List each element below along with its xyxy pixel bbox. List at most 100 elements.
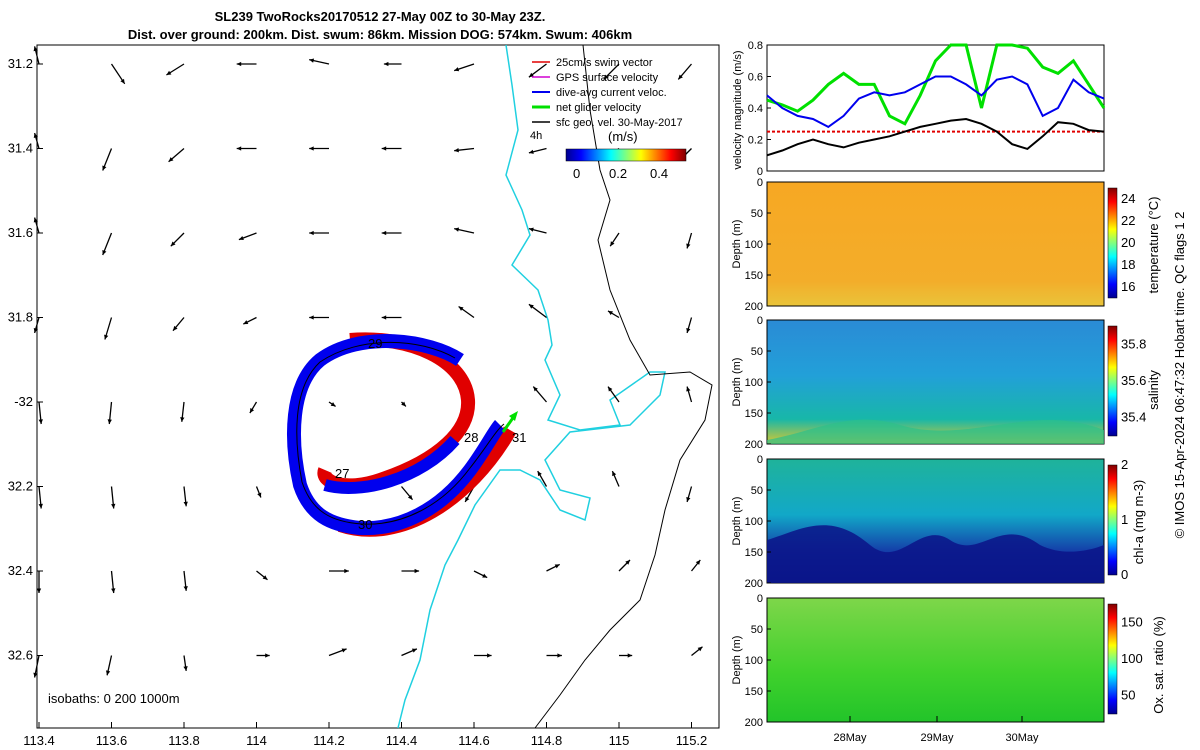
velocity-series: [766, 43, 1106, 157]
depth-tick: 100: [745, 655, 763, 667]
geo-arrow: [309, 58, 330, 65]
geo-arrow: [256, 653, 270, 658]
geo-arrow: [183, 655, 188, 671]
colorbar-tick: 16: [1121, 279, 1135, 294]
day-label-28: 28: [464, 430, 478, 445]
day-label-30: 30: [358, 517, 372, 532]
legend-net-velocity: net glider velocity: [532, 102, 641, 114]
geo-arrow: [170, 232, 185, 247]
legend-sfc-geo: sfc geo. vel. 30-May-2017: [532, 117, 683, 129]
depth-tick: 50: [751, 624, 763, 636]
geo-arrow: [677, 63, 692, 80]
geo-arrow: [528, 63, 547, 78]
velocity-line: [766, 43, 1106, 126]
map-x-tick: 115.2: [676, 733, 708, 748]
map-x-tick: 114.4: [386, 733, 418, 748]
map-x-tick: 114.2: [313, 733, 345, 748]
geo-arrow: [686, 317, 693, 334]
geo-arrow: [546, 563, 560, 572]
chart-subtitle: Dist. over ground: 200km. Dist. swum: 86…: [127, 27, 633, 42]
map-legend: 25cm/s swim vector GPS surface velocity …: [530, 57, 687, 181]
geo-arrow: [329, 568, 349, 574]
legend-gps-label: GPS surface velocity: [556, 72, 659, 84]
geo-arrow: [691, 646, 703, 657]
glider-track: [287, 332, 518, 537]
chla-colorbar: [1107, 464, 1118, 576]
geo-arrow: [309, 315, 329, 320]
geo-arrow: [603, 63, 620, 80]
velocity-frame: [766, 44, 1105, 172]
depth-ylabel: Depth (m): [731, 636, 743, 685]
velocity-ylabel: velocity magnitude (m/s): [732, 50, 744, 169]
geo-arrow: [528, 303, 547, 319]
legend-swim-label: 25cm/s swim vector: [556, 57, 653, 69]
colorbar-tick: 50: [1121, 688, 1135, 703]
map-x-axis: 113.4 113.6 113.8 114 114.2 114.4 114.6 114.8 11…: [23, 722, 707, 748]
geo-arrow: [110, 570, 116, 594]
geo-arrow: [532, 386, 547, 403]
colorbar-tick: 100: [1121, 651, 1143, 666]
geo-arrow: [607, 310, 620, 319]
geo-arrow: [33, 46, 40, 65]
geo-arrow: [172, 317, 185, 332]
salinity-panel: salinity: [766, 319, 1161, 445]
map-y-axis: 31.2 31.4 31.6 31.8 -32 32.2 32.4 32.6: [8, 56, 43, 663]
geo-arrow: [381, 315, 402, 320]
speed-colorbar: [565, 148, 687, 162]
velocity-y-axis: 0 0.2 0.4 0.6 0.8: [748, 40, 771, 178]
colorbar-tick: 1: [1121, 512, 1128, 527]
colorbar-tick-0: 0: [573, 166, 580, 181]
geo-arrow: [454, 147, 475, 153]
geo-arrow: [546, 653, 562, 658]
geo-arrow: [236, 146, 257, 151]
geo-arrow: [690, 559, 701, 572]
time-axis: 28May 29May 30May: [833, 716, 1039, 744]
salinity-colorbar: [1107, 325, 1118, 437]
velocity-y-tick: 0.4: [748, 103, 763, 115]
time-tick: 28May: [833, 732, 867, 744]
depth-tick: 200: [745, 717, 763, 729]
geo-arrow: [105, 655, 113, 676]
salinity-deep-layer: [767, 419, 1104, 444]
map-frame: [36, 44, 720, 729]
map-y-tick: 32.2: [8, 479, 33, 494]
depth-tick: 50: [751, 485, 763, 497]
map-y-tick: 31.6: [8, 225, 33, 240]
geo-arrow: [183, 486, 188, 507]
velocity-y-tick: 0: [757, 166, 763, 178]
geo-arrow: [102, 148, 113, 171]
map-y-tick: 32.6: [8, 648, 33, 663]
temperature-heatmap: [766, 181, 1105, 307]
time-scale-label: 4h: [530, 130, 542, 142]
geo-arrow: [619, 653, 633, 658]
oxygen-colorbar-label: Ox. sat. ratio (%): [1151, 616, 1166, 714]
velocity-line: [766, 75, 1105, 129]
colorbar-tick: 35.4: [1121, 410, 1146, 425]
geo-arrow: [401, 568, 420, 574]
depth-ylabel: Depth (m): [731, 220, 743, 269]
legend-gps-velocity: GPS surface velocity: [532, 72, 659, 84]
geo-arrow: [328, 648, 347, 657]
velocity-panel: 0 0.2 0.4 0.6 0.8 velocity magnitude (m/s): [732, 40, 1106, 178]
geo-arrow: [401, 401, 407, 407]
geo-arrow: [249, 401, 258, 414]
colorbar-tick: 18: [1121, 257, 1135, 272]
colorbar-tick: 35.8: [1121, 336, 1146, 351]
map-x-tick: 114.8: [531, 733, 563, 748]
geo-arrow: [618, 559, 631, 572]
depth-tick: 150: [745, 408, 763, 420]
track-centerline: [296, 341, 505, 525]
legend-swim-vector: 25cm/s swim vector: [532, 57, 653, 69]
chla-low-layer: [767, 525, 1104, 583]
depth-tick: 0: [757, 177, 763, 189]
legend-net-label: net glider velocity: [556, 102, 641, 114]
geo-arrow: [183, 570, 188, 591]
colorbar-tick: 24: [1121, 191, 1135, 206]
legend-dive-label: dive-avg current veloc.: [556, 87, 667, 99]
geo-arrow: [401, 648, 418, 657]
map-y-tick: 31.4: [8, 141, 33, 156]
geo-arrow: [309, 146, 329, 151]
oxygen-panel: Ox. sat. ratio (%): [766, 597, 1166, 723]
